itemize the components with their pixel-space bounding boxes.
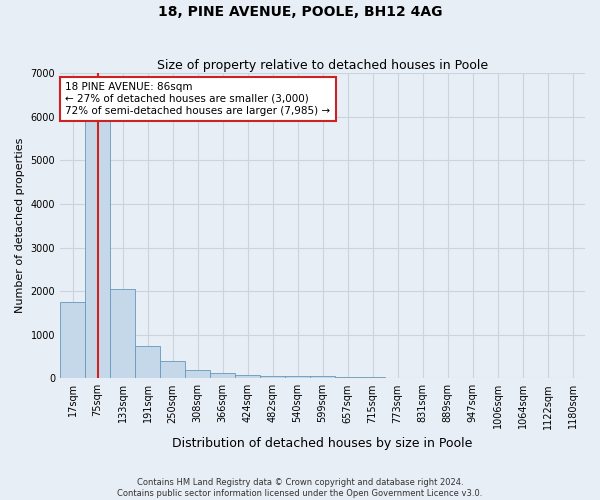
Bar	[235, 375, 260, 378]
Bar	[310, 376, 335, 378]
Bar	[85, 121, 110, 378]
Bar	[360, 377, 385, 378]
X-axis label: Distribution of detached houses by size in Poole: Distribution of detached houses by size …	[172, 437, 473, 450]
Bar	[185, 370, 210, 378]
Text: 18 PINE AVENUE: 86sqm
← 27% of detached houses are smaller (3,000)
72% of semi-d: 18 PINE AVENUE: 86sqm ← 27% of detached …	[65, 82, 331, 116]
Bar	[60, 302, 85, 378]
Title: Size of property relative to detached houses in Poole: Size of property relative to detached ho…	[157, 59, 488, 72]
Bar	[135, 346, 160, 378]
Bar	[285, 376, 310, 378]
Text: 18, PINE AVENUE, POOLE, BH12 4AG: 18, PINE AVENUE, POOLE, BH12 4AG	[158, 5, 442, 19]
Bar	[160, 361, 185, 378]
Bar	[335, 376, 360, 378]
Text: Contains HM Land Registry data © Crown copyright and database right 2024.
Contai: Contains HM Land Registry data © Crown c…	[118, 478, 482, 498]
Bar	[260, 376, 285, 378]
Bar	[110, 289, 135, 378]
Y-axis label: Number of detached properties: Number of detached properties	[15, 138, 25, 314]
Bar	[210, 373, 235, 378]
